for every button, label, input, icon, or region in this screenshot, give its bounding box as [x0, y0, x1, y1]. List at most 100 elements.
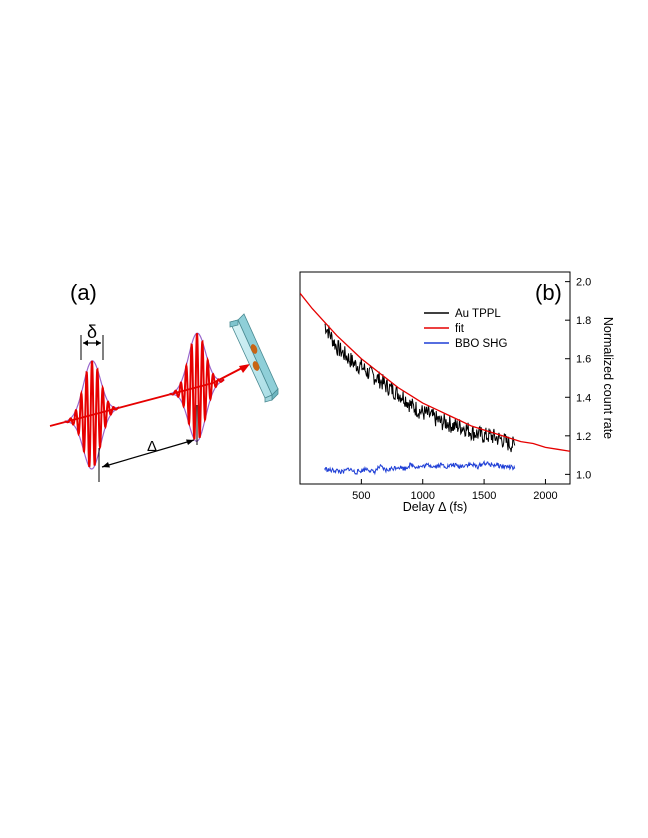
- data-point-au-tppl: [373, 375, 374, 376]
- beam-arrow: [212, 364, 250, 384]
- y-axis-label: Normalized count rate: [601, 317, 615, 439]
- data-point-bbo-shg: [324, 468, 325, 469]
- data-point-au-tppl: [324, 323, 325, 324]
- data-point-fit: [520, 441, 521, 442]
- data-point-bbo-shg: [447, 466, 448, 467]
- panel-b: (b) 500 1000 1500 2000 1.0 1.2 1.4 1.6 1.8 2.0 D…: [299, 271, 615, 514]
- data-point-au-tppl: [416, 408, 417, 409]
- data-point-bbo-shg: [502, 466, 503, 467]
- data-point-bbo-shg: [336, 470, 337, 471]
- pulse-1-waveform: [64, 360, 120, 468]
- data-point-bbo-shg: [367, 468, 368, 469]
- x-axis-label: Delay Δ (fs): [403, 500, 468, 514]
- data-point-au-tppl: [471, 431, 472, 432]
- data-point-fit: [434, 408, 435, 409]
- data-point-fit: [533, 443, 534, 444]
- pulse-width-symbol: δ: [87, 322, 97, 342]
- panel-b-label: (b): [535, 280, 562, 305]
- data-point-au-tppl: [434, 418, 435, 419]
- data-point-au-tppl: [342, 352, 343, 353]
- data-point-fit: [373, 368, 374, 369]
- data-point-bbo-shg: [465, 464, 466, 465]
- data-point-au-tppl: [496, 437, 497, 438]
- data-point-bbo-shg: [496, 464, 497, 465]
- data-point-fit: [471, 426, 472, 427]
- data-point-fit: [508, 437, 509, 438]
- data-point-au-tppl: [465, 428, 466, 429]
- y-tick-label: 1.8: [576, 315, 591, 327]
- data-point-fit: [447, 414, 448, 415]
- nanoparticle-top: [250, 344, 258, 354]
- data-point-au-tppl: [410, 404, 411, 405]
- data-point-bbo-shg: [355, 472, 356, 473]
- data-point-bbo-shg: [441, 464, 442, 465]
- data-point-bbo-shg: [459, 466, 460, 467]
- data-point-au-tppl: [490, 435, 491, 436]
- series-line-au-tppl: [324, 323, 516, 453]
- data-point-au-tppl: [330, 335, 331, 336]
- data-point-au-tppl: [336, 347, 337, 348]
- legend: Au TPPL fit BBO SHG: [424, 308, 507, 350]
- y-tick-label: 1.6: [576, 354, 591, 366]
- data-point-au-tppl: [502, 439, 503, 440]
- y-axis-ticks: 1.0 1.2 1.4 1.6 1.8 2.0: [565, 277, 591, 481]
- data-point-fit: [312, 308, 313, 309]
- data-point-au-tppl: [477, 433, 478, 434]
- x-tick-label: 2000: [533, 490, 557, 502]
- data-point-bbo-shg: [490, 464, 491, 465]
- x-tick-label: 1000: [410, 490, 434, 502]
- y-tick-label: 1.0: [576, 469, 591, 481]
- data-point-bbo-shg: [385, 470, 386, 471]
- series-line-fit: [300, 292, 570, 452]
- pulse-2-waveform: [169, 333, 225, 440]
- data-point-bbo-shg: [348, 468, 349, 469]
- series-layer: [300, 292, 570, 476]
- data-point-au-tppl: [355, 364, 356, 365]
- data-point-bbo-shg: [342, 472, 343, 473]
- data-point-au-tppl: [453, 426, 454, 427]
- panel-a-label: (a): [70, 280, 97, 305]
- delay-marker: Δ: [98, 405, 198, 482]
- data-point-bbo-shg: [422, 466, 423, 467]
- delay-symbol: Δ: [147, 438, 157, 455]
- data-point-fit: [398, 387, 399, 388]
- data-point-au-tppl: [348, 358, 349, 359]
- data-point-bbo-shg: [416, 466, 417, 467]
- data-point-au-tppl: [428, 414, 429, 415]
- data-point-fit: [361, 358, 362, 359]
- data-point-fit: [336, 335, 337, 336]
- data-point-au-tppl: [379, 379, 380, 380]
- series-line-bbo-shg: [324, 460, 516, 476]
- data-point-bbo-shg: [391, 468, 392, 469]
- y-tick-label: 2.0: [576, 277, 591, 289]
- nanoparticle-bottom: [252, 361, 260, 371]
- data-point-au-tppl: [422, 412, 423, 413]
- data-point-fit: [385, 377, 386, 378]
- x-tick-label: 500: [352, 490, 370, 502]
- data-point-bbo-shg: [379, 466, 380, 467]
- y-tick-label: 1.4: [576, 392, 591, 404]
- data-point-bbo-shg: [373, 472, 374, 473]
- data-point-bbo-shg: [410, 464, 411, 465]
- data-point-bbo-shg: [434, 466, 435, 467]
- data-point-bbo-shg: [398, 466, 399, 467]
- data-point-au-tppl: [459, 426, 460, 427]
- sample-slab: [229, 313, 279, 403]
- data-point-au-tppl: [483, 435, 484, 436]
- pulse-width-marker: δ: [80, 322, 104, 360]
- data-point-au-tppl: [404, 397, 405, 398]
- legend-label-au-tppl: Au TPPL: [455, 308, 501, 320]
- legend-label-bbo-shg: BBO SHG: [455, 338, 507, 350]
- data-point-bbo-shg: [483, 462, 484, 463]
- data-point-au-tppl: [385, 385, 386, 386]
- x-axis-ticks: 500 1000 1500 2000: [352, 479, 558, 502]
- data-point-fit: [557, 449, 558, 450]
- data-point-fit: [545, 447, 546, 448]
- data-point-bbo-shg: [428, 464, 429, 465]
- plot-frame: [299, 271, 571, 485]
- data-point-au-tppl: [391, 389, 392, 390]
- panel-a: (a) δ Δ: [49, 280, 279, 482]
- data-point-bbo-shg: [361, 470, 362, 471]
- data-point-bbo-shg: [330, 470, 331, 471]
- data-point-au-tppl: [447, 422, 448, 423]
